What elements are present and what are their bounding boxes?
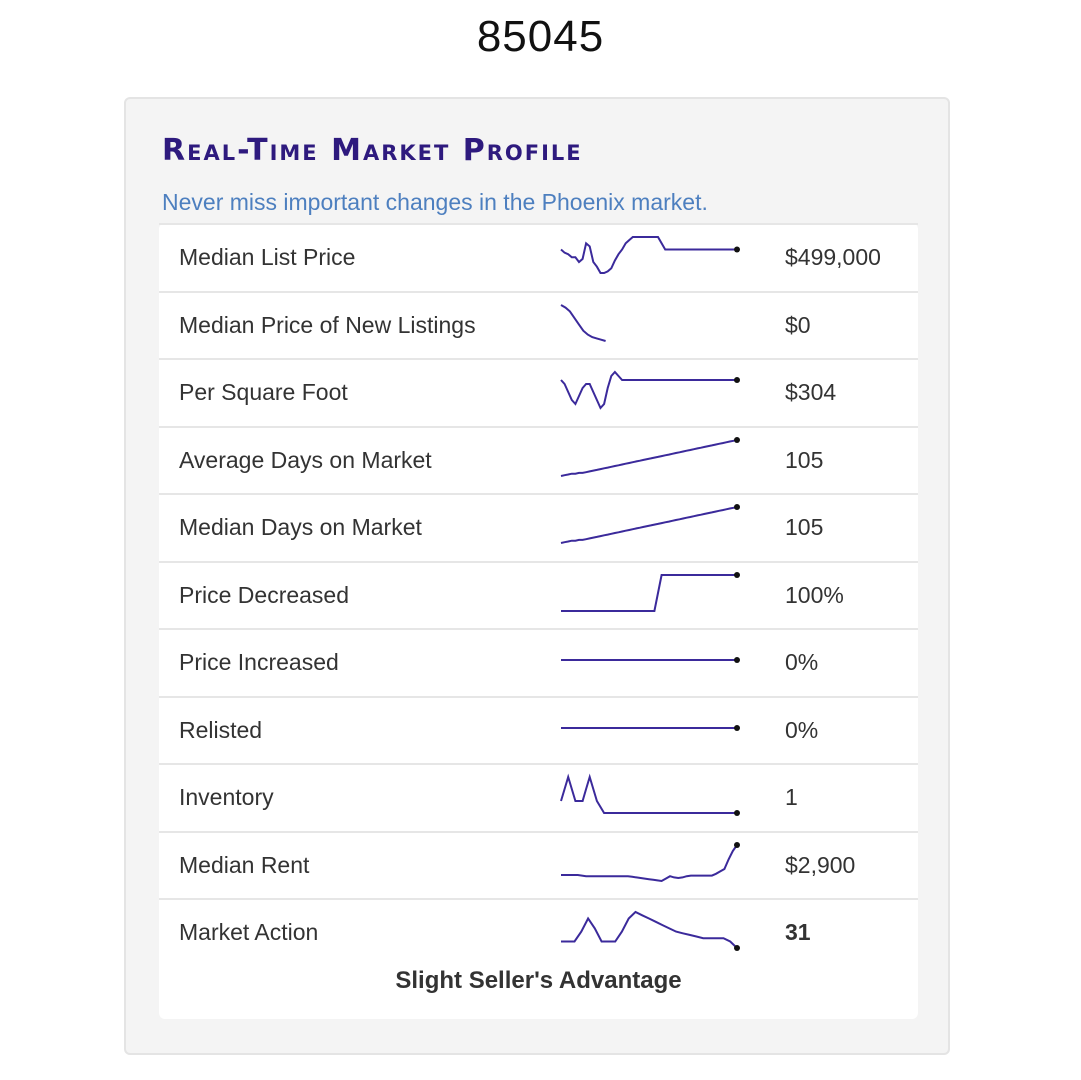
metrics-card: Median List Price $499,000 Median Price of… <box>159 223 918 1019</box>
metric-value: 31 <box>785 919 811 945</box>
metric-label: Median Price of New Listings <box>179 311 476 338</box>
metric-label: Price Decreased <box>179 581 350 608</box>
metric-row: Relisted 0% <box>159 695 918 763</box>
metric-label: Median List Price <box>179 244 356 270</box>
metric-label: Inventory <box>179 784 274 810</box>
metric-row: Inventory 1 <box>159 763 918 830</box>
metric-row: Median List Price $499,000 <box>159 223 918 290</box>
trend-sparkline <box>560 236 740 274</box>
metric-row: Median Days on Market 105 <box>159 493 918 560</box>
sparkline-series <box>561 573 737 612</box>
trend-sparkline <box>561 910 740 951</box>
sparkline-endpoint <box>734 571 740 578</box>
sparkline-series <box>560 438 738 477</box>
metric-value: 0% <box>785 649 819 675</box>
trend-sparkline <box>560 436 740 477</box>
sparkline-endpoint <box>734 724 740 731</box>
sparkline-endpoint <box>734 246 740 253</box>
trend-sparkline <box>560 303 606 342</box>
metric-label: Median Days on Market <box>179 514 422 540</box>
market-conclusion: Slight Seller's Advantage <box>395 967 682 994</box>
metric-label: Average Days on Market <box>179 446 432 473</box>
zip-code-title: 85045 <box>476 12 605 61</box>
sparkline-endpoint <box>734 504 740 510</box>
metric-value: $499,000 <box>785 244 881 270</box>
sparkline-endpoint <box>734 945 740 951</box>
metric-label: Median Rent <box>179 851 310 878</box>
sparkline-endpoint <box>734 436 740 443</box>
sparkline-series <box>561 910 738 949</box>
metric-value: $2,900 <box>785 851 856 878</box>
metric-row: Price Increased 0% <box>159 628 918 695</box>
trend-sparkline <box>560 773 740 816</box>
metric-label: Market Action <box>179 919 319 945</box>
sparkline-endpoint <box>734 657 740 663</box>
sparkline-endpoint <box>734 377 740 383</box>
sparkline-series <box>560 773 737 814</box>
profile-subtitle: Never miss important changes in the Phoe… <box>162 189 708 215</box>
trend-sparkline <box>560 370 740 410</box>
metric-value: 1 <box>785 784 798 810</box>
sparkline-series <box>560 236 737 274</box>
metric-value: 100% <box>785 581 844 608</box>
metric-value: $0 <box>785 311 811 338</box>
metric-value: 0% <box>785 716 819 743</box>
metric-value: $304 <box>785 379 837 405</box>
sparkline-series <box>561 843 738 882</box>
trend-sparkline <box>561 724 740 731</box>
trend-sparkline <box>561 841 740 882</box>
trend-sparkline <box>561 657 740 663</box>
metric-row: Median Price of New Listings $0 <box>159 290 918 358</box>
profile-heading: Real-Time Market Profile <box>162 133 583 168</box>
trend-sparkline <box>560 504 740 544</box>
metric-row: Per Square Foot $304 <box>159 358 918 425</box>
metric-value: 105 <box>785 514 824 540</box>
metric-row: Median Rent $2,900 <box>159 830 918 898</box>
trend-sparkline <box>561 571 740 612</box>
metric-row: Price Decreased 100% <box>159 560 918 628</box>
sparkline-endpoint <box>734 810 740 816</box>
sparkline-series <box>560 506 738 544</box>
sparkline-endpoint <box>734 841 740 848</box>
metric-row: Market Action 31 <box>159 898 918 965</box>
metric-value: 105 <box>785 446 824 473</box>
metric-label: Per Square Foot <box>179 379 348 405</box>
market-profile-panel: Real-Time Market Profile Never miss impo… <box>124 97 950 1055</box>
metric-row: Average Days on Market 105 <box>159 425 918 493</box>
sparkline-series <box>560 303 606 342</box>
sparkline-series <box>560 370 737 410</box>
metric-label: Relisted <box>179 716 263 743</box>
metric-label: Price Increased <box>179 649 339 675</box>
